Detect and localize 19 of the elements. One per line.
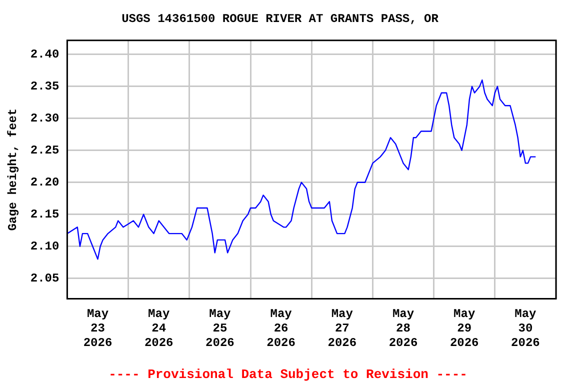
y-tick-label: 2.15 — [30, 207, 60, 222]
y-tick-label: 2.05 — [30, 271, 60, 286]
y-tick-label: 2.25 — [30, 143, 60, 158]
x-tick-label: May 24 2026 — [144, 307, 174, 350]
x-tick-label: May 25 2026 — [206, 307, 234, 350]
y-tick-label: 2.40 — [30, 47, 60, 62]
y-axis-title: Gage height, feet — [6, 108, 20, 231]
y-tick-label: 2.30 — [30, 111, 60, 126]
y-tick-label: 2.35 — [30, 79, 60, 94]
y-tick-label: 2.20 — [30, 175, 60, 190]
y-tick-label: 2.10 — [30, 239, 60, 254]
x-tick-label: May 23 2026 — [83, 307, 112, 350]
x-tick-label: May 27 2026 — [328, 307, 357, 350]
x-tick-label: May 30 2026 — [511, 307, 540, 350]
x-tick-label: May 26 2026 — [266, 307, 296, 350]
x-tick-label: May 28 2026 — [388, 307, 418, 350]
text: ---- Provisional Data Subject to Revision ---- — [108, 367, 468, 382]
x-tick-label: May 29 2026 — [450, 307, 479, 350]
chart-title: USGS 14361500 ROGUE RIVER AT GRANTS PASS, OR — [122, 12, 440, 26]
